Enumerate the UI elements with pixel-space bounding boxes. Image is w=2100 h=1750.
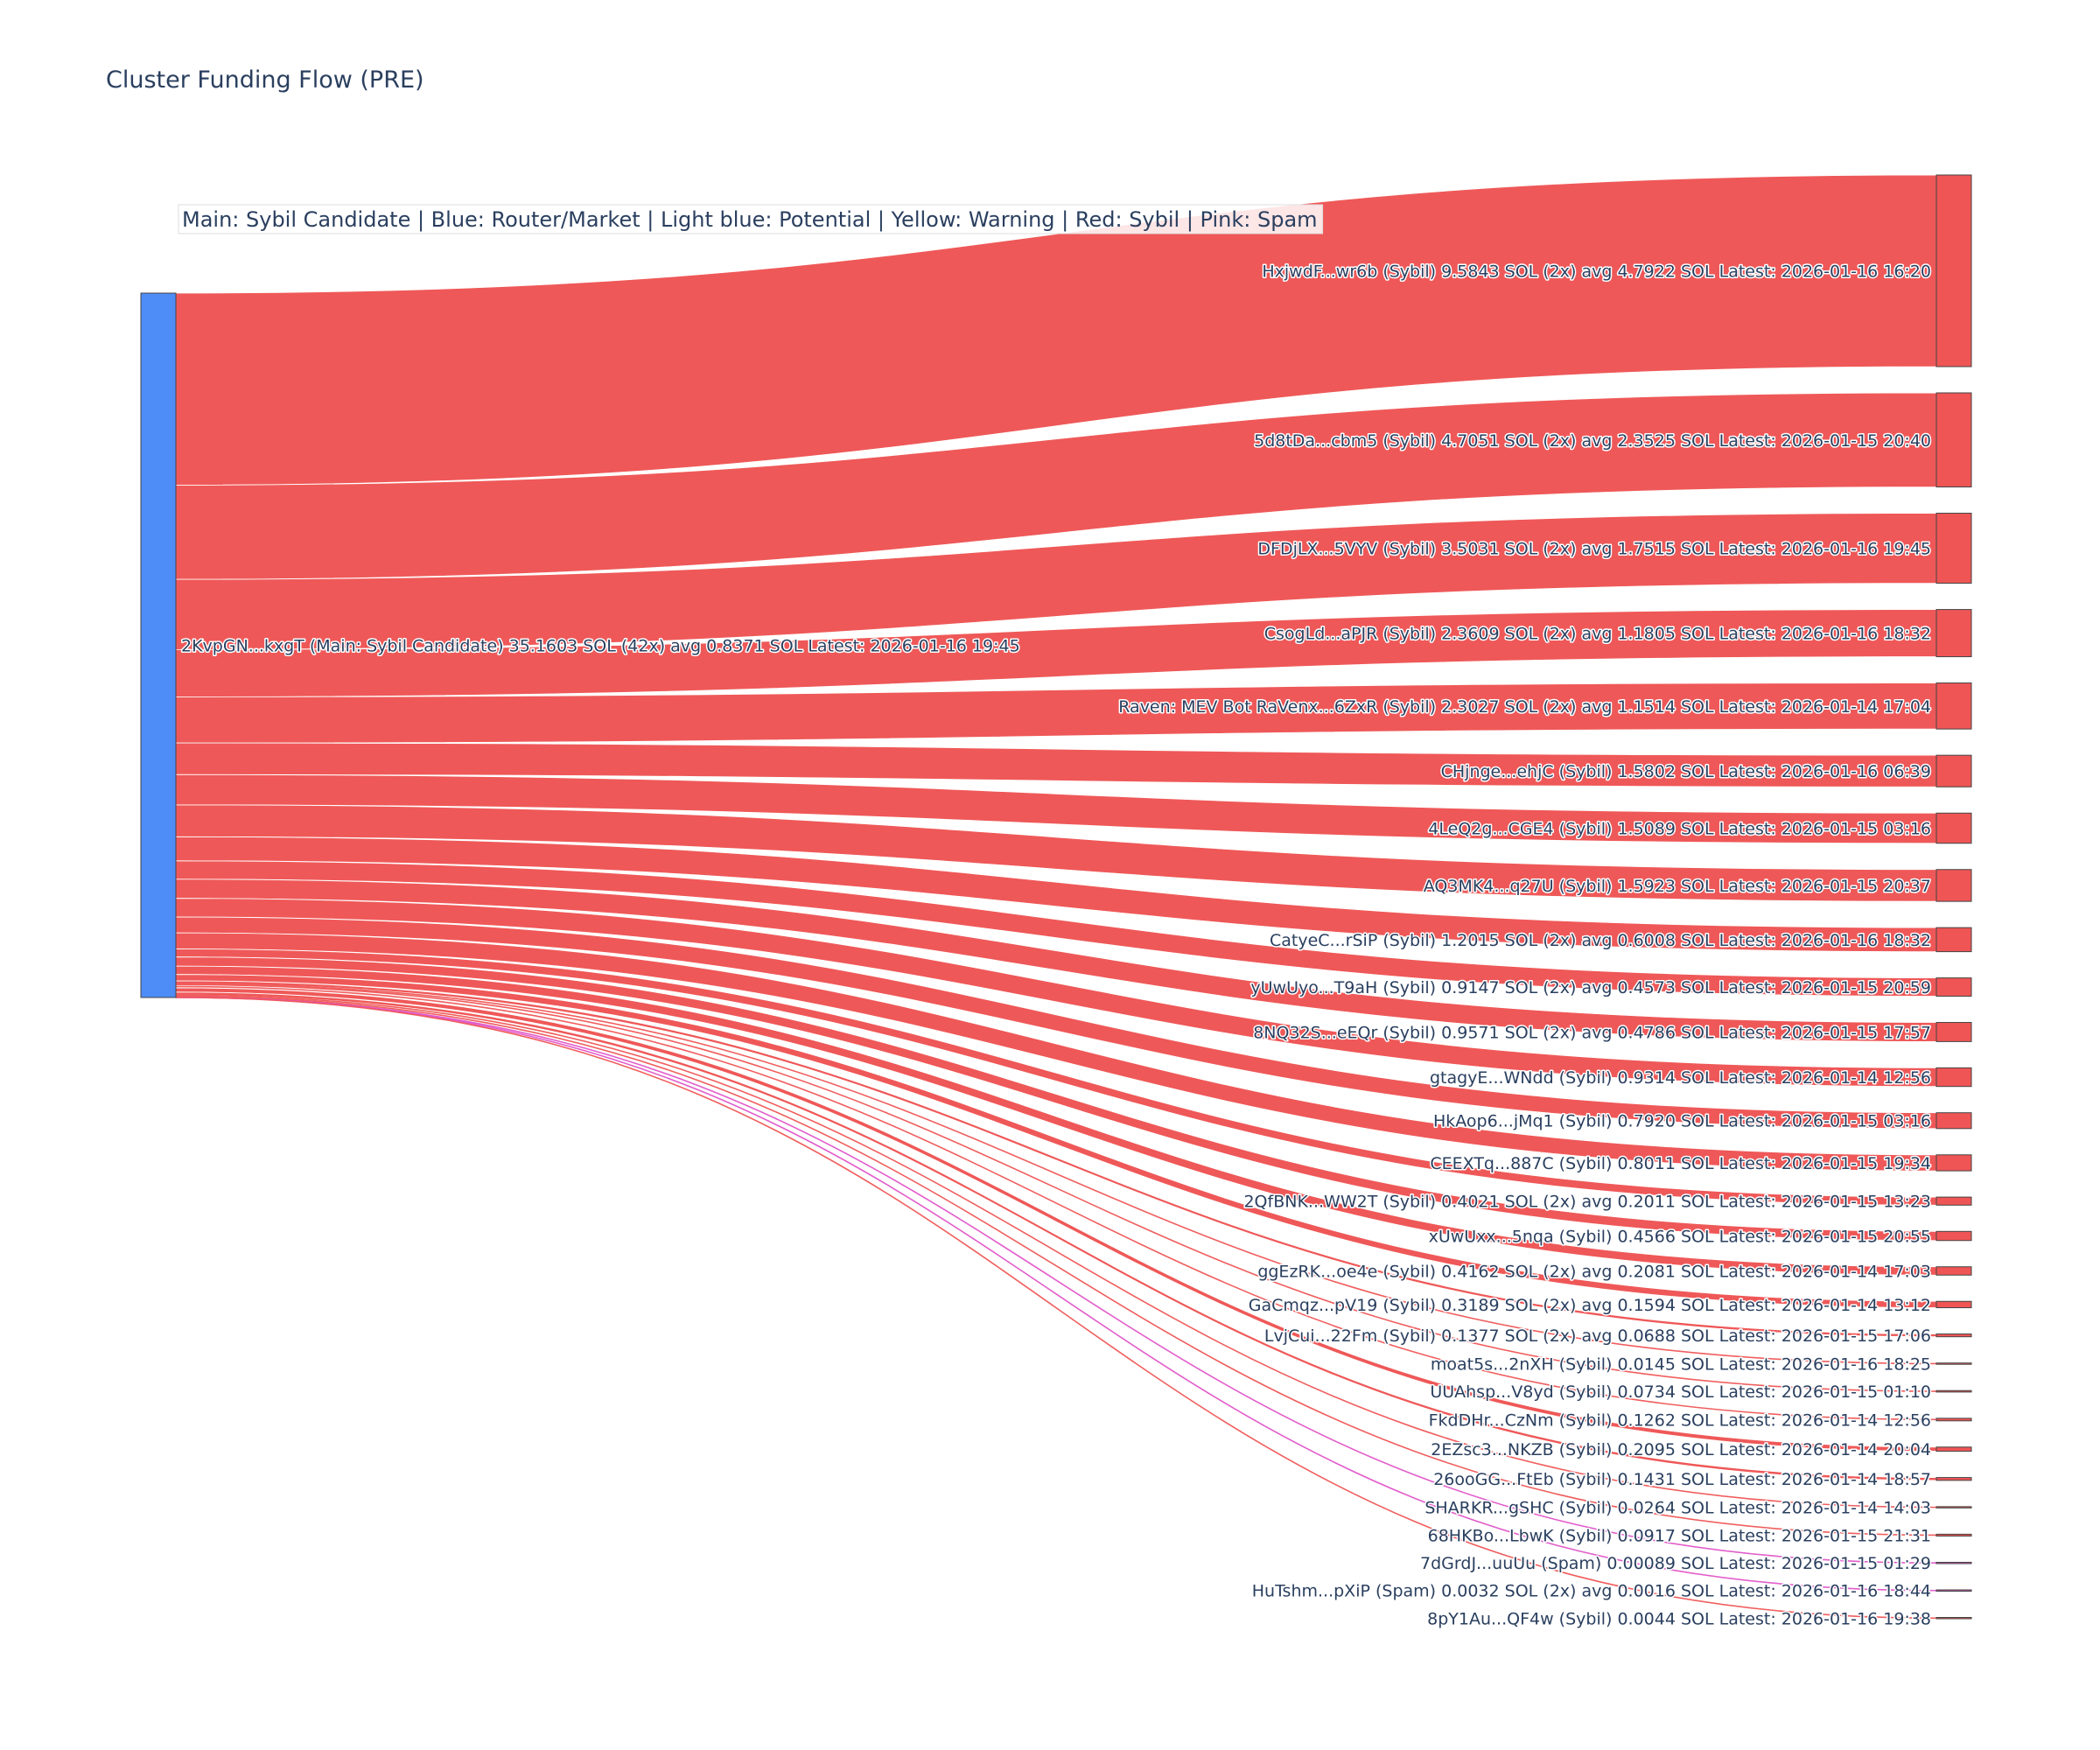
flow-link — [175, 994, 1937, 1508]
target-label: 8pY1Au...QF4w (Sybil) 0.0044 SOL Latest:… — [1427, 1609, 1931, 1628]
target-label: SHARKR...gSHC (Sybil) 0.0264 SOL Latest:… — [1424, 1499, 1931, 1518]
target-label: UUAhsp...V8yd (Sybil) 0.0734 SOL Latest:… — [1430, 1382, 1931, 1402]
target-label: HuTshm...pXiP (Spam) 0.0032 SOL (2x) avg… — [1252, 1582, 1931, 1601]
target-label: HxjwdF...wr6b (Sybil) 9.5843 SOL (2x) av… — [1262, 262, 1931, 282]
target-node[interactable] — [1936, 1418, 1972, 1422]
target-node[interactable] — [1936, 1196, 1972, 1206]
target-label: moat5s...2nXH (Sybil) 0.0145 SOL Latest:… — [1431, 1354, 1931, 1374]
flow-labels: HxjwdF...wr6b (Sybil) 9.5843 SOL (2x) av… — [180, 261, 1933, 1630]
legend: Main: Sybil Candidate | Blue: Router/Mar… — [178, 204, 1324, 234]
target-node[interactable] — [1936, 1589, 1972, 1592]
target-node[interactable] — [1936, 1446, 1972, 1452]
target-node[interactable] — [1936, 1362, 1972, 1365]
target-label: 2QfBNK...WW2T (Sybil) 0.4021 SOL (2x) av… — [1243, 1193, 1931, 1212]
target-node[interactable] — [1936, 513, 1972, 584]
target-node[interactable] — [1936, 927, 1972, 953]
target-label: 7dGrdJ...uuUu (Spam) 0.00089 SOL Latest:… — [1420, 1554, 1931, 1573]
flow-links — [175, 174, 1937, 1620]
flow-link — [175, 995, 1937, 1536]
target-label: HkAop6...jMq1 (Sybil) 0.7920 SOL Latest:… — [1433, 1112, 1931, 1131]
target-label: CHjnge...ehjC (Sybil) 1.5802 SOL Latest:… — [1441, 762, 1931, 781]
target-node[interactable] — [1936, 1477, 1972, 1481]
target-node[interactable] — [1936, 1506, 1972, 1508]
flow-link — [175, 997, 1937, 1564]
target-node[interactable] — [1936, 869, 1972, 902]
target-label: GaCmqz...pV19 (Sybil) 0.3189 SOL (2x) av… — [1249, 1296, 1931, 1315]
target-node[interactable] — [1936, 812, 1972, 844]
target-node[interactable] — [1936, 1154, 1972, 1172]
target-node[interactable] — [1936, 1390, 1972, 1393]
target-node[interactable] — [1936, 1334, 1972, 1338]
target-label: xUwUxx...5nqa (Sybil) 0.4566 SOL Latest:… — [1429, 1228, 1931, 1247]
target-label: Raven: MEV Bot RaVenx...6ZxR (Sybil) 2.3… — [1118, 697, 1931, 717]
target-node[interactable] — [1936, 1561, 1972, 1564]
source-label: 2KvpGN...kxgT (Main: Sybil Candidate) 35… — [181, 637, 1020, 656]
flow-link — [175, 997, 1937, 1592]
flow-link — [175, 997, 1937, 1620]
target-label: LvjCui...22Fm (Sybil) 0.1377 SOL (2x) av… — [1264, 1326, 1931, 1346]
target-node[interactable] — [1936, 754, 1972, 788]
target-node[interactable] — [1936, 1300, 1972, 1309]
target-node[interactable] — [1936, 174, 1972, 368]
target-node[interactable] — [1936, 1266, 1972, 1276]
target-label: FkdDHr...CzNm (Sybil) 0.1262 SOL Latest:… — [1429, 1410, 1931, 1430]
target-label: CEEXTq...887C (Sybil) 0.8011 SOL Latest:… — [1430, 1154, 1931, 1173]
target-node[interactable] — [1936, 977, 1972, 998]
target-label: 5d8tDa...cbm5 (Sybil) 4.7051 SOL (2x) av… — [1254, 431, 1931, 451]
target-label: AQ3MK4...q27U (Sybil) 1.5923 SOL Latest:… — [1424, 877, 1931, 896]
target-node[interactable] — [1936, 1230, 1972, 1242]
target-node[interactable] — [1936, 1533, 1972, 1536]
flow-link — [175, 985, 1937, 1421]
target-label: yUwUyo...T9aH (Sybil) 0.9147 SOL (2x) av… — [1250, 978, 1931, 998]
legend-box — [178, 204, 1324, 234]
flow-link — [175, 984, 1937, 1392]
target-label: CsogLd...aPJR (Sybil) 2.3609 SOL (2x) av… — [1264, 625, 1931, 644]
target-label: CatyeC...rSiP (Sybil) 1.2015 SOL (2x) av… — [1270, 931, 1931, 950]
target-label: 8NQ32S...eEQr (Sybil) 0.9571 SOL (2x) av… — [1253, 1023, 1931, 1042]
target-label: ggEzRK...oe4e (Sybil) 0.4162 SOL (2x) av… — [1257, 1263, 1931, 1282]
target-node[interactable] — [1936, 1617, 1972, 1620]
target-node[interactable] — [1936, 1112, 1972, 1130]
flow-nodes — [140, 174, 1972, 1620]
target-label: DFDjLX...5VYV (Sybil) 3.5031 SOL (2x) av… — [1257, 540, 1931, 559]
target-node[interactable] — [1936, 1067, 1972, 1088]
chart-title: Cluster Funding Flow (PRE) — [106, 66, 424, 94]
target-node[interactable] — [1936, 609, 1972, 658]
target-node[interactable] — [1936, 392, 1972, 488]
target-label: gtagyE...WNdd (Sybil) 0.9314 SOL Latest:… — [1430, 1068, 1931, 1088]
target-label: 68HKBo...LbwK (Sybil) 0.0917 SOL Latest:… — [1428, 1526, 1931, 1545]
target-node[interactable] — [1936, 1022, 1972, 1042]
target-label: 26ooGG...FtEb (Sybil) 0.1431 SOL Latest:… — [1433, 1470, 1931, 1489]
flow-link — [175, 983, 1937, 1365]
target-node[interactable] — [1936, 682, 1972, 730]
source-node[interactable] — [140, 292, 177, 998]
target-label: 2EZsc3...NKZB (Sybil) 0.2095 SOL Latest:… — [1431, 1440, 1931, 1460]
target-label: 4LeQ2g...CGE4 (Sybil) 1.5089 SOL Latest:… — [1428, 820, 1931, 839]
legend-text: Main: Sybil Candidate | Blue: Router/Mar… — [182, 207, 1318, 232]
